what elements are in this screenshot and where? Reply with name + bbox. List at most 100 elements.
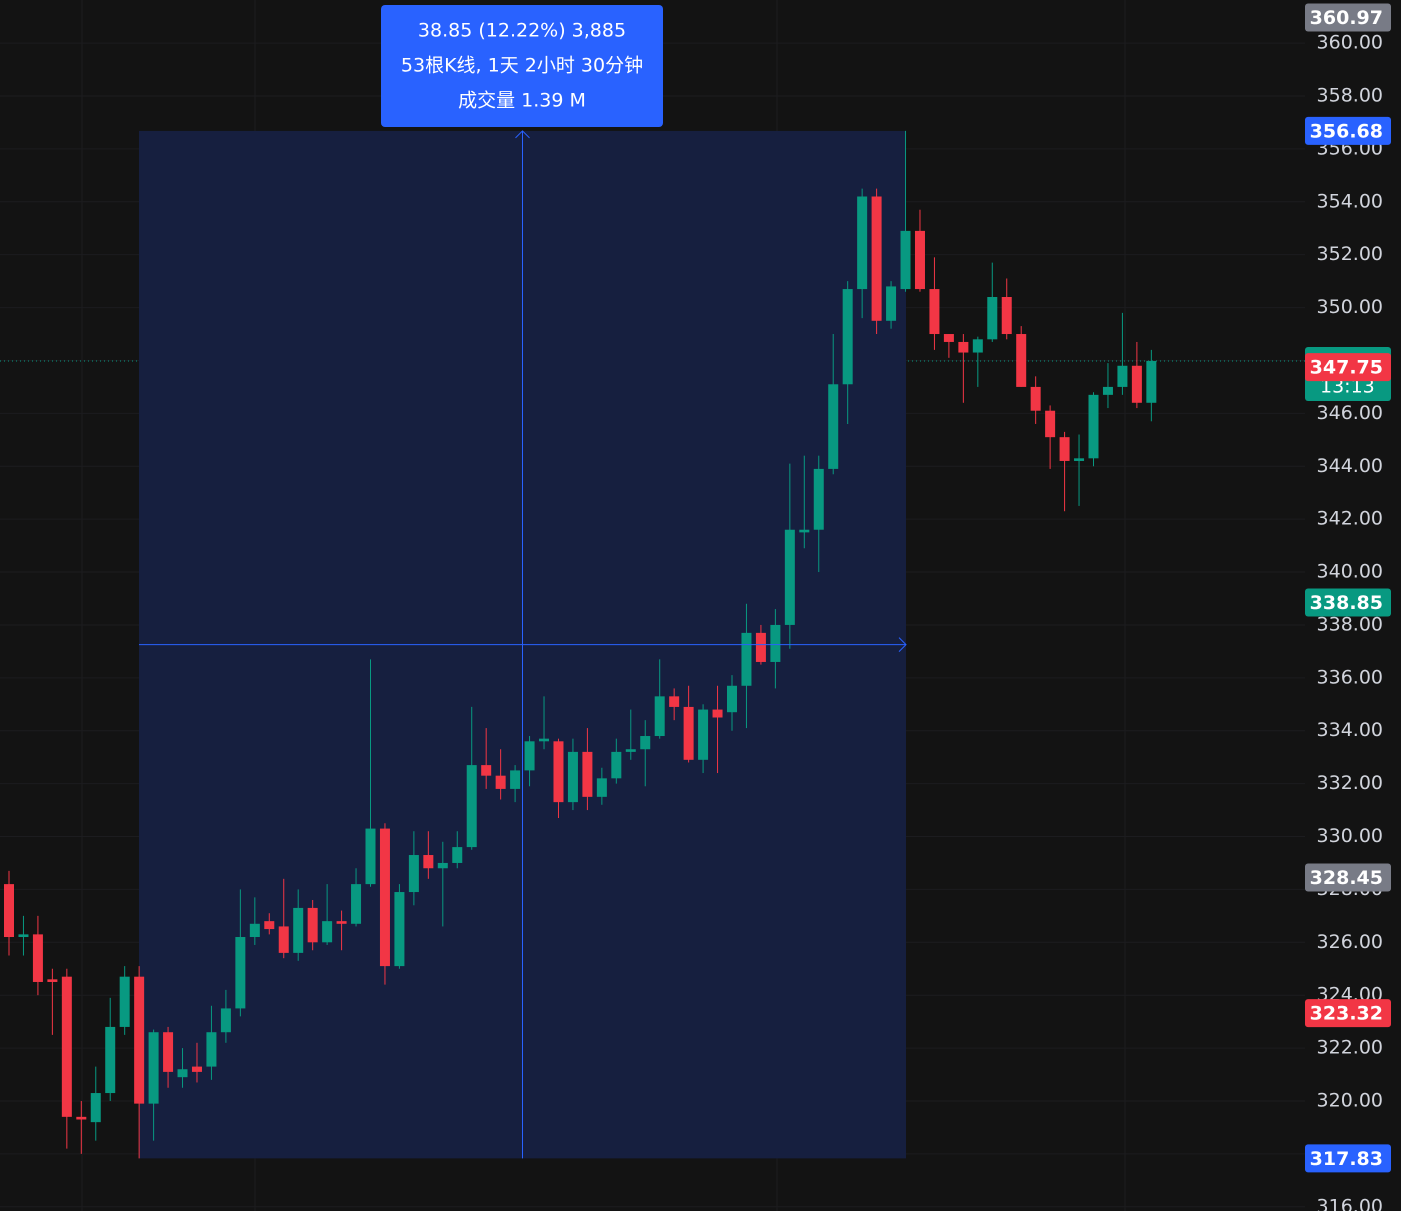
candle-body bbox=[32, 934, 43, 982]
candle-body bbox=[1117, 365, 1128, 387]
candle-body bbox=[61, 976, 72, 1117]
candle-body bbox=[871, 196, 882, 321]
candle-body bbox=[987, 296, 998, 340]
candle-body bbox=[625, 749, 636, 752]
candle-body bbox=[842, 289, 853, 385]
candle-body bbox=[235, 937, 246, 1009]
y-tick-label: 340.00 bbox=[1317, 561, 1383, 583]
candle-body bbox=[886, 286, 897, 321]
y-tick-label: 320.00 bbox=[1317, 1089, 1383, 1111]
candle-body bbox=[437, 862, 448, 869]
price-label: 347.75 bbox=[1310, 357, 1383, 379]
y-tick-label: 326.00 bbox=[1317, 931, 1383, 953]
candle-body bbox=[640, 736, 651, 750]
y-tick-label: 350.00 bbox=[1317, 296, 1383, 318]
candle-body bbox=[770, 624, 781, 662]
candle-body bbox=[4, 884, 14, 938]
candle-body bbox=[1016, 334, 1027, 387]
candle-body bbox=[307, 907, 318, 943]
candle-body bbox=[90, 1093, 101, 1123]
price-label-box bbox=[1305, 353, 1391, 382]
y-tick-label: 338.00 bbox=[1317, 613, 1383, 635]
candle-body bbox=[539, 738, 550, 742]
candle-body bbox=[741, 632, 752, 686]
candle-body bbox=[177, 1069, 188, 1078]
candle-body bbox=[1131, 365, 1142, 403]
candle-body bbox=[220, 1008, 231, 1033]
candle-body bbox=[47, 979, 58, 982]
price-label-box bbox=[1305, 1144, 1391, 1173]
candle-body bbox=[148, 1032, 159, 1104]
candle-body bbox=[929, 289, 940, 335]
candle-body bbox=[76, 1116, 87, 1120]
candle-body bbox=[943, 334, 954, 342]
y-tick-label: 358.00 bbox=[1317, 85, 1383, 107]
price-label: 338.85 bbox=[1310, 592, 1383, 614]
candle-body bbox=[408, 855, 419, 893]
candle-body bbox=[813, 468, 824, 530]
price-label: 317.83 bbox=[1310, 1148, 1383, 1170]
candle-body bbox=[336, 921, 347, 924]
candle-body bbox=[1088, 394, 1099, 459]
candle-body bbox=[958, 341, 969, 353]
candle-body bbox=[1074, 458, 1085, 461]
price-label-box bbox=[1305, 3, 1391, 32]
candle-body bbox=[828, 384, 839, 469]
candle-body bbox=[582, 751, 593, 797]
candle-body bbox=[755, 632, 766, 662]
candle-body bbox=[379, 828, 390, 967]
price-axis-labels: 316.00318.00320.00322.00324.00326.00328.… bbox=[1305, 3, 1391, 1211]
candle-body bbox=[1030, 386, 1041, 411]
y-tick-label: 336.00 bbox=[1317, 666, 1383, 688]
candle-body bbox=[567, 751, 578, 803]
candle-body bbox=[669, 696, 680, 707]
measure-h-arrowhead bbox=[898, 637, 907, 652]
candle-body bbox=[394, 892, 405, 967]
price-label: 328.45 bbox=[1310, 867, 1383, 889]
candle-body bbox=[452, 847, 463, 863]
candle-body bbox=[611, 751, 622, 779]
candle-body bbox=[191, 1066, 202, 1072]
candle-body bbox=[712, 709, 723, 718]
candle-body bbox=[293, 907, 304, 953]
candle-body bbox=[351, 884, 362, 924]
candle-body bbox=[972, 339, 983, 353]
measure-tooltip-line: 38.85 (12.22%) 3,885 bbox=[418, 20, 626, 42]
y-tick-label: 316.00 bbox=[1317, 1195, 1383, 1211]
y-tick-label: 322.00 bbox=[1317, 1037, 1383, 1059]
overlay: 38.85 (12.22%) 3,885 53根K线, 1天 2小时 30分钟成交… bbox=[139, 5, 907, 1159]
candle-body bbox=[799, 529, 810, 533]
measure-tooltip-line: 成交量 1.39 M bbox=[458, 90, 586, 112]
candle-body bbox=[524, 741, 535, 771]
candle-body bbox=[1001, 296, 1012, 335]
price-label-box bbox=[1305, 999, 1391, 1028]
y-tick-label: 354.00 bbox=[1317, 190, 1383, 212]
candle-body bbox=[466, 765, 477, 848]
candle-body bbox=[784, 529, 795, 625]
measure-tooltip-line: 53根K线, 1天 2小时 30分钟 bbox=[401, 55, 643, 77]
candle-body bbox=[278, 926, 289, 953]
candle-body bbox=[249, 923, 260, 938]
candle-body bbox=[596, 778, 607, 797]
candle-body bbox=[1146, 360, 1157, 403]
candle-body bbox=[18, 934, 29, 938]
candle-body bbox=[553, 741, 564, 803]
y-tick-label: 332.00 bbox=[1317, 772, 1383, 794]
measure-v-arrowhead bbox=[515, 130, 530, 139]
measure-tooltip bbox=[381, 5, 663, 127]
price-label: 356.68 bbox=[1310, 120, 1383, 142]
candle-body bbox=[119, 976, 130, 1027]
candle-body bbox=[727, 685, 737, 713]
candle-body bbox=[683, 706, 694, 760]
candle-body bbox=[510, 770, 521, 789]
candle-body bbox=[1059, 437, 1070, 461]
candle-body bbox=[495, 775, 506, 789]
price-label-box bbox=[1305, 116, 1391, 145]
price-label-box bbox=[1305, 588, 1391, 617]
candle-body bbox=[206, 1032, 217, 1067]
y-tick-label: 346.00 bbox=[1317, 402, 1383, 424]
price-label: 360.97 bbox=[1310, 7, 1383, 29]
candle-body bbox=[365, 828, 376, 885]
candle-body bbox=[900, 230, 911, 290]
